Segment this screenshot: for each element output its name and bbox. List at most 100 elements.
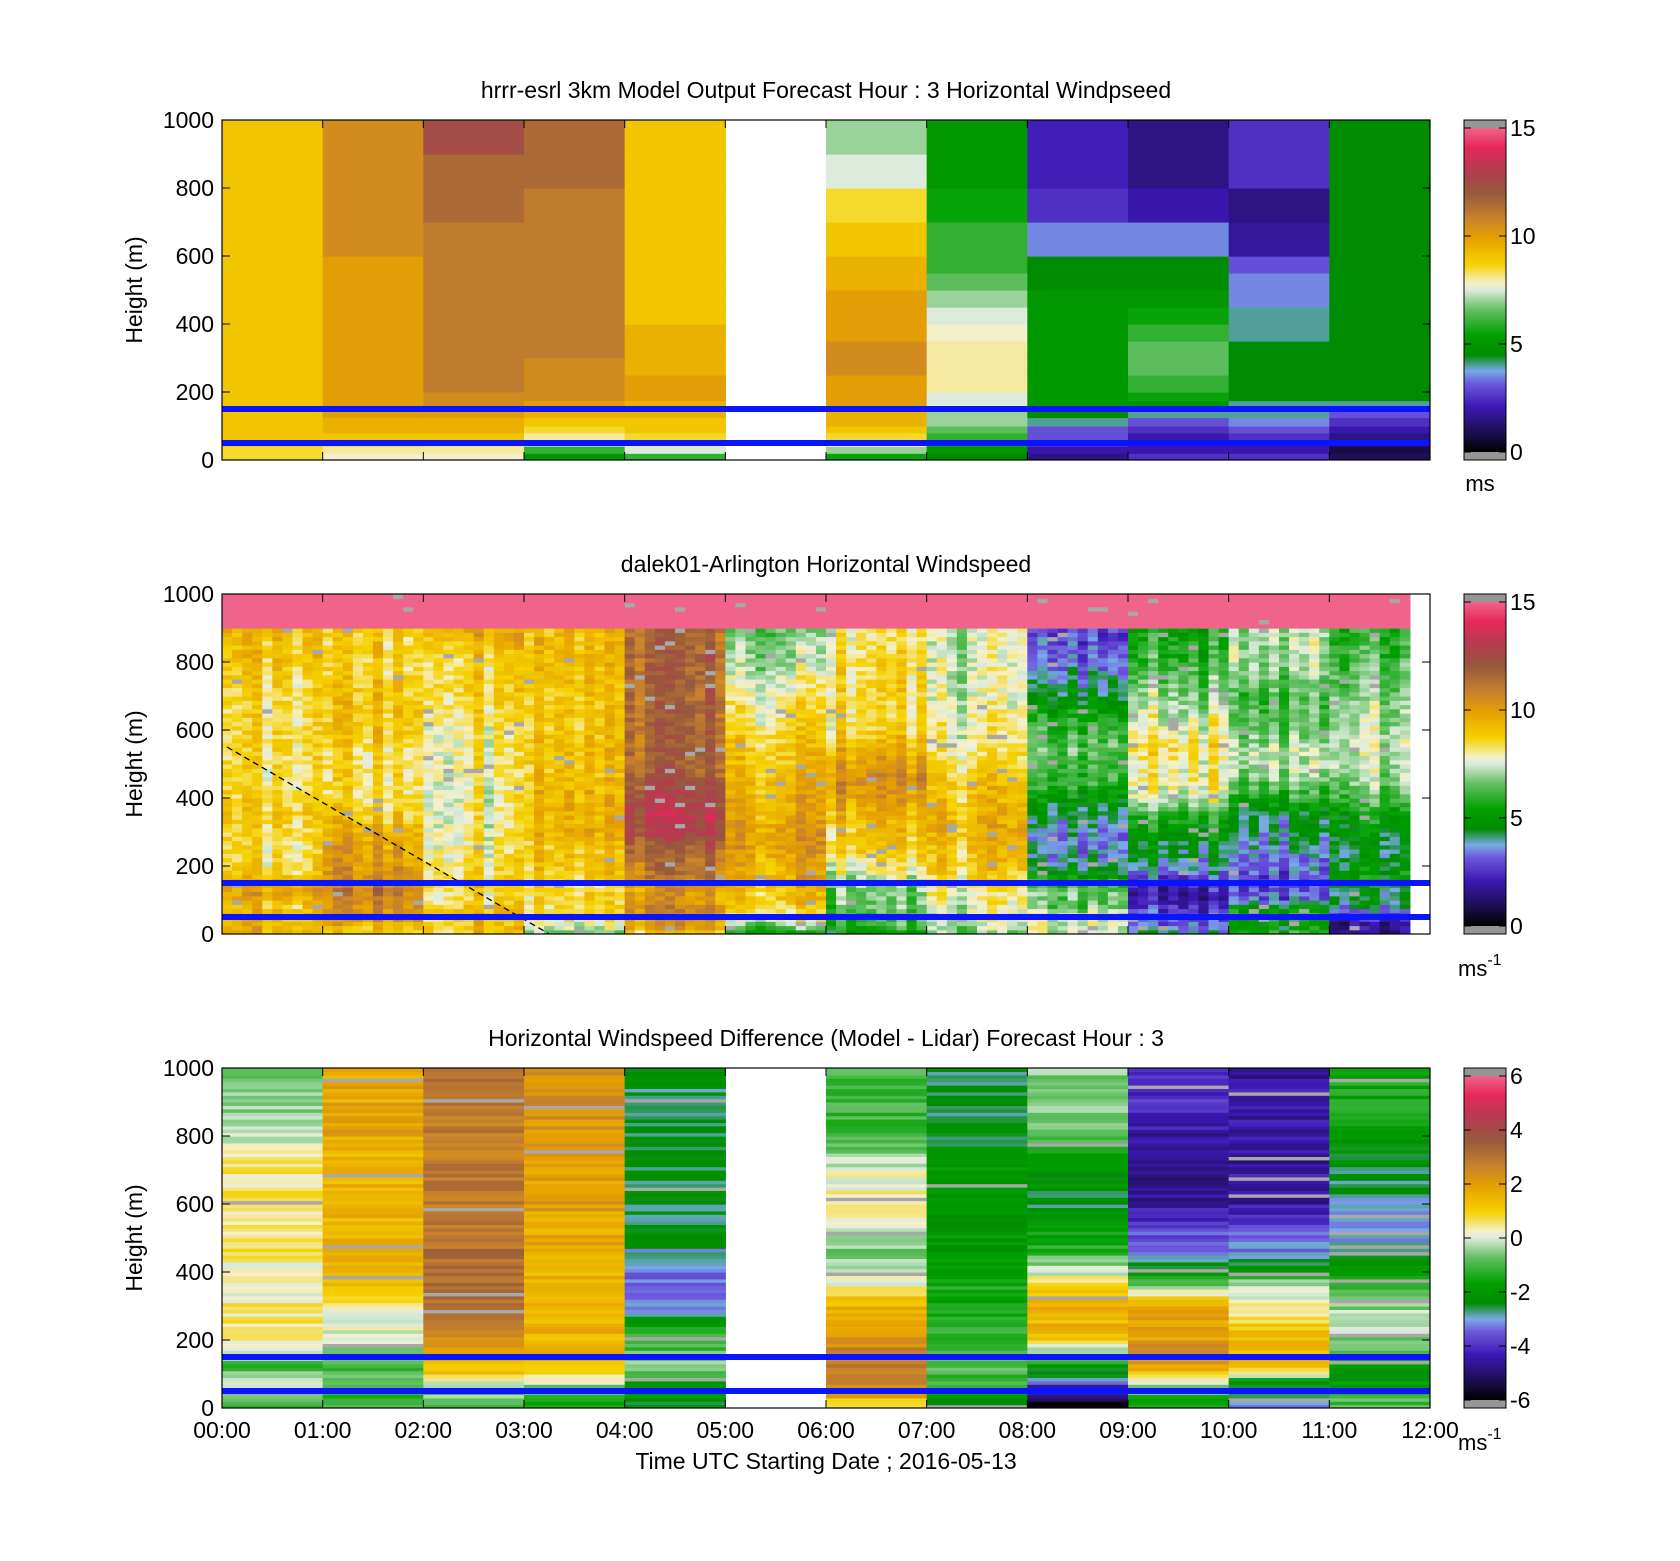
lidar-cell: [513, 645, 525, 650]
lidar-cell: [544, 810, 555, 816]
lidar-cell: [725, 802, 736, 808]
lidar-cell: [342, 874, 354, 880]
lidar-cell: [302, 819, 314, 825]
lidar-cell: [574, 772, 585, 778]
lidar-cell: [554, 857, 565, 863]
lidar-cell: [624, 747, 636, 752]
lidar-cell: [493, 738, 505, 744]
lidar-cell: [554, 789, 565, 795]
lidar-cell: [262, 759, 273, 765]
lidar-cell: [785, 725, 797, 731]
lidar-cell: [463, 721, 475, 727]
lidar-cell: [795, 713, 807, 718]
lidar-cell: [705, 649, 716, 655]
lidar-cell: [554, 738, 565, 744]
lidar-cell: [493, 683, 505, 689]
lidar-cell: [433, 657, 445, 663]
lidar-cell: [282, 730, 294, 735]
lidar-cell: [503, 645, 515, 650]
lidar-cell: [614, 857, 626, 863]
lidar-cell: [564, 747, 575, 752]
lidar-cell: [403, 844, 414, 850]
lidar-cell: [272, 725, 283, 731]
lidar-cell: [755, 768, 767, 774]
lidar-cell: [634, 594, 646, 599]
lidar-cell: [775, 747, 787, 752]
lidar-cell: [785, 849, 797, 854]
lidar-cell: [302, 772, 314, 778]
lidar-cell: [534, 662, 545, 667]
lidar-cell: [695, 725, 706, 731]
lidar-cell: [785, 759, 797, 765]
lidar-cell: [594, 823, 606, 829]
lidar-cell: [473, 785, 485, 791]
lidar-cell: [765, 742, 777, 748]
lidar-cell: [362, 738, 374, 744]
lidar-cell: [564, 849, 575, 854]
lidar-cell: [262, 793, 273, 799]
lidar-cell: [513, 751, 525, 757]
lidar-cell: [513, 891, 525, 897]
lidar-cell: [785, 866, 797, 871]
lidar-cell: [715, 606, 726, 612]
lidar-cell: [232, 606, 243, 612]
lidar-cell: [695, 662, 706, 667]
lidar-cell: [695, 606, 706, 612]
lidar-cell: [272, 870, 283, 876]
lidar-cell: [785, 798, 797, 803]
lidar-cell: [594, 891, 606, 897]
lidar-cell: [493, 606, 505, 612]
lidar-cell: [705, 781, 716, 786]
lidar-cell: [594, 704, 606, 710]
lidar-cell: [483, 840, 495, 846]
lidar-cell: [685, 785, 696, 791]
lidar-cell: [483, 717, 495, 723]
lidar-cell: [473, 725, 485, 731]
lidar-cell: [654, 925, 666, 931]
lidar-cell: [685, 900, 696, 905]
lidar-cell: [262, 606, 273, 612]
lidar-cell: [272, 798, 283, 803]
lidar-cell: [624, 764, 636, 769]
lidar-cell: [715, 832, 726, 837]
model-cell: [1329, 222, 1430, 257]
lidar-cell: [342, 721, 354, 727]
model-cell: [322, 256, 424, 274]
lidar-cell: [312, 683, 324, 689]
lidar-cell: [272, 696, 283, 701]
lidar-cell: [473, 619, 485, 625]
lidar-cell: [584, 623, 596, 629]
lidar-cell: [624, 785, 636, 791]
lidar-cell: [664, 713, 676, 718]
lidar-cell: [443, 751, 455, 757]
lidar-cell: [624, 691, 636, 697]
lidar-cell: [332, 734, 344, 740]
model-cell: [926, 273, 1028, 291]
lidar-cell: [453, 594, 465, 599]
lidar-cell: [594, 840, 606, 846]
lidar-cell: [594, 674, 606, 680]
lidar-cell: [232, 679, 243, 684]
lidar-cell: [695, 827, 706, 833]
lidar-cell: [675, 653, 686, 659]
lidar-cell: [544, 840, 555, 846]
lidar-cell: [252, 789, 263, 795]
lidar-cell: [564, 679, 575, 684]
lidar-cell: [413, 908, 424, 914]
lidar-cell: [513, 810, 525, 816]
lidar-cell: [362, 776, 374, 782]
lidar-cell: [423, 649, 434, 655]
lidar-cell: [624, 657, 636, 663]
lidar-cell: [745, 921, 757, 927]
lidar-cell: [554, 849, 565, 854]
lidar-cell: [594, 632, 606, 638]
lidar-cell: [332, 619, 344, 625]
model-cell: [322, 222, 424, 257]
lidar-cell: [393, 900, 404, 905]
lidar-cell: [544, 679, 555, 684]
lidar-cell: [785, 764, 797, 769]
lidar-cell: [675, 640, 686, 646]
lidar-cell: [634, 929, 646, 934]
lidar-cell: [403, 721, 414, 727]
lidar-cell: [342, 751, 354, 757]
